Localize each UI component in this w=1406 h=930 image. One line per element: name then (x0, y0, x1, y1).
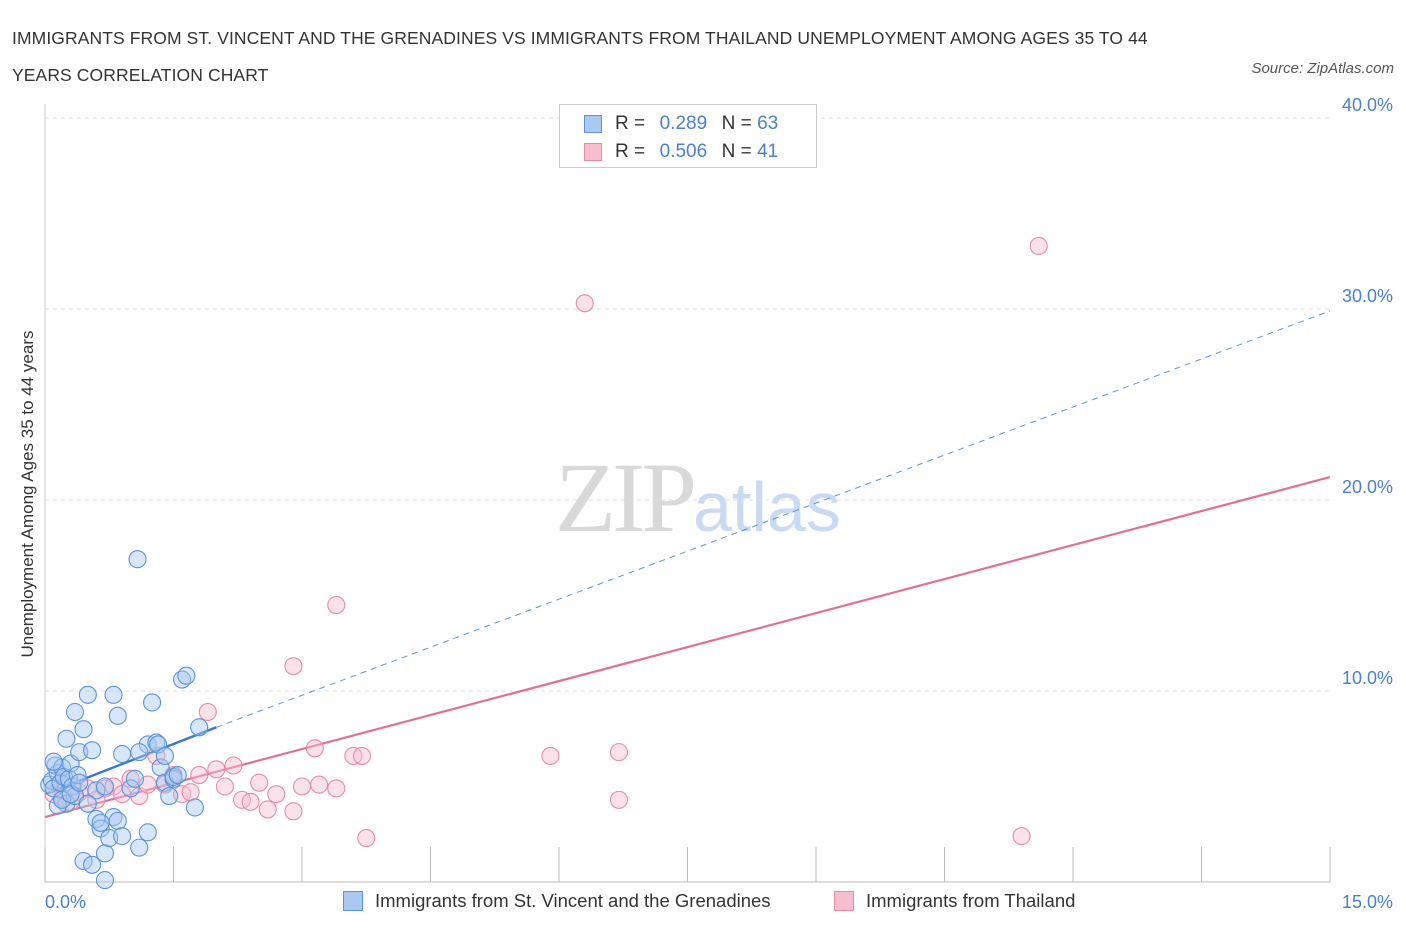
point-st-vincent-52 (57, 729, 76, 748)
y-tick-label-2: 30.0% (1342, 286, 1393, 306)
point-st-vincent-17 (83, 741, 102, 760)
bottom-legend-swatch-pink (834, 891, 854, 911)
legend-n-value-1: 63 (757, 113, 779, 134)
chart-title: IMMIGRANTS FROM ST. VINCENT AND THE GREN… (12, 28, 1148, 85)
point-thailand-32 (352, 746, 372, 765)
data-points (40, 236, 1048, 890)
y-tick-label-0: 10.0% (1342, 668, 1393, 688)
point-st-vincent-46 (168, 765, 187, 785)
point-thailand-9 (121, 769, 140, 788)
legend-r-value-2: 0.506 (659, 141, 708, 162)
point-st-vincent-38 (130, 743, 149, 762)
trend-line-blue-extension (216, 310, 1331, 728)
point-st-vincent-40 (128, 550, 147, 569)
bottom-legend-swatch-blue (343, 891, 363, 911)
point-st-vincent-26 (95, 777, 115, 796)
point-st-vincent-16 (78, 685, 97, 704)
point-thailand-41 (1029, 236, 1048, 256)
point-thailand-25 (258, 800, 277, 819)
point-thailand-20 (215, 777, 234, 796)
point-st-vincent-24 (113, 827, 132, 846)
watermark-zip: ZIP (555, 442, 697, 553)
point-st-vincent-39 (125, 769, 144, 788)
point-thailand-42 (305, 739, 324, 758)
point-st-vincent-62 (44, 752, 63, 771)
legend-swatch-pink (584, 143, 602, 161)
point-st-vincent-55 (83, 855, 102, 874)
point-thailand-34 (284, 657, 303, 676)
point-thailand-33 (327, 595, 346, 615)
point-st-vincent-53 (65, 702, 85, 722)
bottom-legend-label-1: Immigrants from St. Vincent and the Gren… (375, 890, 771, 911)
y-tick-label-1: 20.0% (1342, 477, 1393, 497)
point-thailand-26 (267, 785, 286, 804)
point-st-vincent-41 (138, 823, 157, 842)
point-st-vincent-23 (108, 811, 127, 830)
point-thailand-19 (207, 760, 226, 779)
tick-labels: 10.0% 20.0% 30.0% 40.0% 0.0% 15.0% (45, 95, 1393, 912)
point-st-vincent-31 (130, 838, 149, 857)
legend-n-label-2: N = (721, 141, 752, 162)
point-thailand-28 (292, 777, 312, 796)
point-st-vincent-36 (160, 786, 179, 806)
point-thailand-18 (198, 702, 217, 722)
watermark-atlas: atlas (693, 468, 841, 546)
bottom-legend-label-2: Immigrants from Thailand (866, 890, 1076, 911)
point-st-vincent-59 (70, 773, 89, 792)
point-thailand-24 (250, 773, 269, 792)
x-tick-label-1: 15.0% (1342, 892, 1393, 912)
legend-n-value-2: 41 (757, 141, 779, 162)
point-thailand-17 (190, 765, 209, 785)
point-thailand-30 (327, 779, 346, 798)
legend-row-series1: R = 0.289 N = 63 (584, 112, 778, 136)
point-st-vincent-43 (149, 735, 168, 754)
point-st-vincent-42 (143, 693, 162, 712)
legend-r-label-2: R = (615, 141, 646, 162)
point-st-vincent-15 (74, 720, 93, 739)
point-st-vincent-27 (104, 685, 123, 704)
point-st-vincent-29 (113, 744, 132, 764)
x-tick-label-0: 0.0% (45, 892, 86, 912)
bottom-legend-item-2: Immigrants from Thailand (834, 888, 1075, 914)
point-thailand-37 (575, 294, 594, 313)
trend-line-pink (44, 476, 1331, 819)
point-st-vincent-54 (74, 851, 93, 871)
bottom-legend-item-1: Immigrants from St. Vincent and the Gren… (343, 888, 771, 914)
axes (44, 104, 1331, 883)
legend-row-series2: R = 0.506 N = 41 (584, 140, 778, 164)
trend-lines (44, 310, 1331, 819)
point-st-vincent-28 (108, 706, 127, 725)
point-st-vincent-25 (87, 781, 106, 800)
point-thailand-23 (241, 792, 260, 811)
correlation-legend: R = 0.289 N = 63 R = 0.506 N = 41 (559, 104, 817, 168)
legend-swatch-blue (584, 115, 602, 133)
point-st-vincent-50 (190, 718, 209, 737)
source-label: Source: ZipAtlas.com (1251, 60, 1394, 77)
watermark: ZIPatlas (555, 440, 841, 555)
point-thailand-29 (310, 775, 329, 794)
point-thailand-16 (181, 783, 200, 802)
point-st-vincent-13 (68, 765, 87, 785)
point-thailand-35 (357, 829, 376, 848)
point-st-vincent-49 (185, 798, 204, 817)
y-tick-label-3: 40.0% (1342, 95, 1393, 115)
legend-n-label-1: N = (721, 113, 752, 134)
grid-lines (45, 117, 1330, 692)
point-st-vincent-48 (177, 666, 196, 685)
point-thailand-39 (609, 743, 629, 762)
legend-r-label-1: R = (615, 113, 646, 134)
point-st-vincent-56 (91, 813, 110, 832)
point-st-vincent-61 (95, 871, 115, 890)
point-st-vincent-44 (155, 746, 174, 765)
point-st-vincent-30 (121, 779, 140, 798)
point-thailand-40 (1012, 827, 1031, 846)
legend-r-value-1: 0.289 (659, 113, 708, 134)
point-thailand-36 (541, 746, 560, 765)
point-thailand-27 (284, 802, 303, 821)
point-thailand-21 (224, 756, 243, 775)
point-thailand-38 (609, 790, 629, 809)
point-st-vincent-60 (78, 794, 97, 813)
